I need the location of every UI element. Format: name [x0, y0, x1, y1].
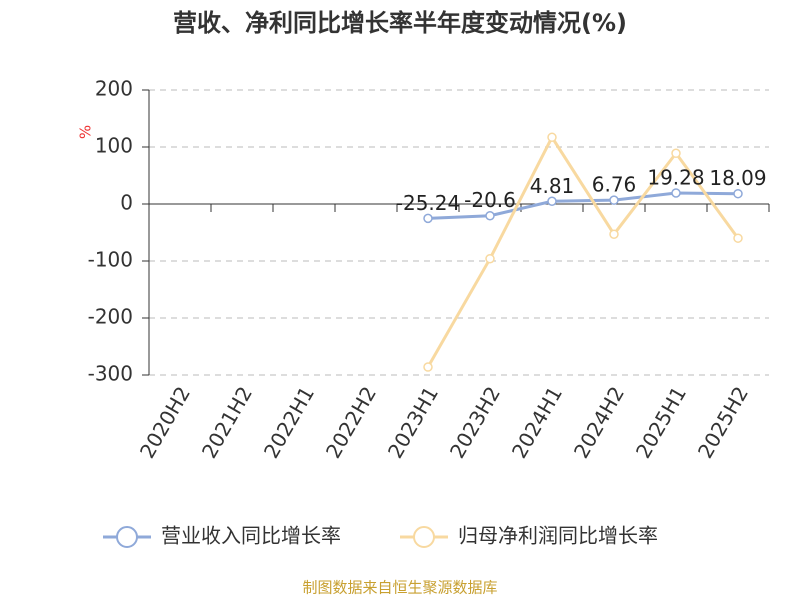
x-tick-label: 2025H1 — [631, 382, 691, 462]
y-tick-label: -200 — [88, 305, 133, 329]
data-point — [485, 210, 495, 221]
data-point — [609, 229, 619, 239]
x-tick-label: 2023H1 — [383, 382, 443, 462]
y-tick-label: 0 — [120, 191, 133, 215]
source: 制图数据来自恒生聚源数据库 — [302, 579, 497, 597]
y-tick-label: 100 — [95, 134, 133, 158]
data-point — [609, 195, 619, 205]
x-tick-label: 2021H2 — [197, 382, 257, 462]
legend-marker — [413, 526, 435, 548]
data-point — [733, 233, 743, 243]
data-point — [733, 188, 743, 199]
x-tick-label: 2024H2 — [569, 382, 629, 462]
data-label: 6.76 — [592, 173, 637, 197]
data-point — [671, 188, 681, 198]
x-tick-label: 2025H2 — [693, 382, 753, 462]
data-point — [671, 148, 681, 159]
data-point — [423, 213, 433, 224]
x-tick-label: 2020H2 — [135, 382, 195, 462]
data-point — [547, 132, 557, 143]
data-label: -25.24 — [396, 191, 460, 215]
y-tick-label: 200 — [95, 77, 133, 101]
legend-label: 归母净利润同比增长率 — [458, 524, 658, 548]
data-point — [485, 253, 495, 264]
data-label: 19.28 — [647, 166, 704, 190]
y-tick-label: -100 — [88, 248, 133, 272]
series-line — [427, 191, 739, 220]
x-tick-label: 2024H1 — [507, 382, 567, 462]
chart-title: 营收、净利同比增长率半年度变动情况(%) — [173, 9, 627, 37]
legend-label: 营业收入同比增长率 — [161, 524, 341, 548]
series-line — [426, 134, 740, 368]
x-tick-label: 2022H2 — [321, 382, 381, 462]
data-point — [547, 196, 557, 207]
data-label: 4.81 — [530, 174, 575, 198]
y-axis-label: % — [77, 125, 95, 139]
y-tick-label: -300 — [88, 362, 133, 386]
x-tick-label: 2023H2 — [445, 382, 505, 462]
data-point — [423, 362, 433, 372]
x-tick-label: 2022H1 — [259, 382, 319, 462]
data-label: -20.6 — [464, 188, 516, 212]
legend-marker — [116, 526, 138, 548]
data-label: 18.09 — [709, 166, 766, 190]
